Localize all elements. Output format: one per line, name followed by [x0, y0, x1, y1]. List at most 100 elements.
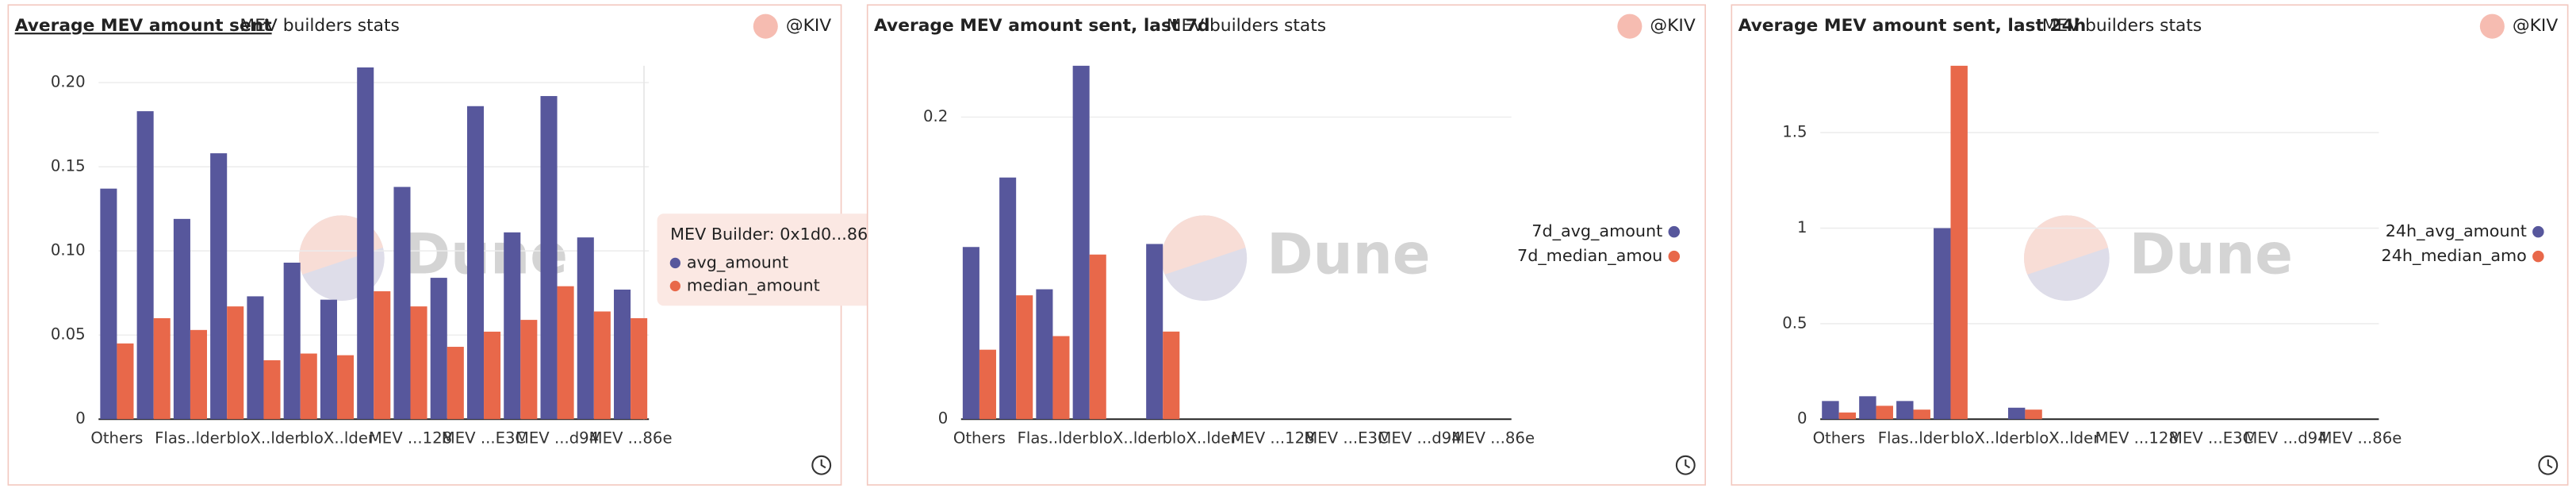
bar[interactable]: [136, 111, 154, 420]
bar[interactable]: [447, 347, 464, 420]
x-tick-label: Others: [1813, 429, 1865, 448]
logo-top: [2024, 215, 2110, 279]
bar[interactable]: [484, 331, 501, 420]
y-tick-label: 0.10: [51, 241, 86, 259]
bar[interactable]: [962, 247, 979, 420]
tooltip-title: MEV Builder: 0x1d0...86e: [670, 225, 878, 244]
legend-label[interactable]: 24h_avg_amount: [2386, 221, 2527, 241]
tooltip-label: median_amount: [687, 275, 820, 295]
y-tick-label: 0.05: [51, 325, 86, 344]
bar[interactable]: [227, 306, 244, 420]
bar[interactable]: [1838, 412, 1857, 420]
y-tick-label: 0: [938, 409, 949, 428]
bar[interactable]: [263, 359, 281, 420]
chart-title: Average MEV amount sent: [15, 16, 272, 36]
bar[interactable]: [247, 296, 264, 420]
clock-hands: [2547, 459, 2553, 469]
bar[interactable]: [540, 96, 558, 420]
bar[interactable]: [631, 317, 648, 420]
bar[interactable]: [357, 67, 374, 420]
author-name[interactable]: @KIV: [1650, 16, 1695, 36]
bar[interactable]: [557, 286, 574, 420]
legend-label[interactable]: 7d_median_amou: [1517, 246, 1662, 266]
bar[interactable]: [520, 320, 538, 420]
author-avatar: [1617, 13, 1643, 39]
legend-label[interactable]: 7d_avg_amount: [1531, 221, 1662, 241]
bar[interactable]: [190, 329, 207, 420]
bar[interactable]: [336, 355, 355, 420]
y-tick-label: 0.20: [51, 73, 86, 91]
bar[interactable]: [283, 262, 301, 420]
bar[interactable]: [1822, 401, 1839, 420]
clock-hands: [820, 459, 826, 469]
chart-subtitle: MEV builders stats: [240, 16, 399, 36]
y-tick-label: 0: [1797, 409, 1807, 428]
watermark-text: Dune: [1267, 222, 1430, 287]
bar[interactable]: [577, 237, 594, 420]
legend-dot: [1668, 225, 1681, 238]
bar[interactable]: [393, 186, 411, 420]
bar[interactable]: [1052, 336, 1070, 420]
logo-top: [1161, 215, 1248, 279]
bar[interactable]: [593, 311, 611, 420]
x-tick-label: bloX..lder: [1089, 429, 1164, 448]
x-tick-label: MEV ...128: [2095, 429, 2179, 448]
bar[interactable]: [614, 289, 631, 420]
watermark-text: Dune: [2129, 222, 2293, 287]
legend-dot: [2532, 225, 2544, 238]
author-name[interactable]: @KIV: [2513, 16, 2558, 36]
bar[interactable]: [1089, 254, 1106, 420]
bar[interactable]: [1934, 228, 1951, 420]
x-tick-label: Others: [953, 429, 1006, 448]
x-tick-label: MEV ...86e: [589, 429, 673, 448]
bar[interactable]: [374, 291, 391, 420]
bar[interactable]: [430, 278, 447, 420]
bar[interactable]: [300, 353, 317, 420]
bar[interactable]: [466, 106, 485, 420]
bar[interactable]: [1876, 406, 1893, 420]
bar[interactable]: [1036, 289, 1053, 420]
bar[interactable]: [2007, 407, 2026, 420]
x-tick-label: bloX..lder: [1950, 429, 2026, 448]
clock-icon: [2538, 455, 2559, 475]
bar[interactable]: [1146, 244, 1163, 420]
x-tick-label: MEV ...E3C: [1304, 429, 1388, 448]
x-tick-label: MEV ...86e: [2318, 429, 2402, 448]
bar[interactable]: [1072, 65, 1090, 420]
bar[interactable]: [1163, 331, 1180, 420]
bar[interactable]: [320, 299, 337, 420]
author-avatar: [2479, 13, 2505, 39]
x-tick-label: bloX..lder: [300, 429, 375, 448]
tooltip-dot: [669, 257, 680, 269]
y-tick-label: 0.15: [51, 157, 86, 175]
bar[interactable]: [210, 153, 228, 420]
bar[interactable]: [410, 306, 427, 420]
clock-icon: [811, 455, 832, 475]
bar[interactable]: [504, 232, 521, 420]
bar[interactable]: [100, 188, 117, 420]
bar[interactable]: [2025, 409, 2042, 420]
author-name[interactable]: @KIV: [786, 16, 831, 36]
x-tick-label: MEV ...d94: [2244, 429, 2327, 448]
bar[interactable]: [173, 218, 190, 420]
bar[interactable]: [979, 349, 996, 420]
bar[interactable]: [1913, 409, 1930, 420]
bar[interactable]: [117, 343, 134, 420]
x-tick-label: MEV ...d94: [516, 429, 599, 448]
bar[interactable]: [1896, 401, 1914, 420]
bar[interactable]: [999, 177, 1017, 420]
bar[interactable]: [1016, 295, 1033, 420]
tooltip-dot: [669, 280, 680, 292]
clock-hands: [1685, 459, 1690, 469]
bar[interactable]: [1950, 65, 1968, 420]
legend-dot: [2532, 250, 2544, 263]
bar[interactable]: [153, 317, 171, 420]
y-tick-label: 1.5: [1782, 123, 1807, 141]
chart-title: Average MEV amount sent, last 24h: [1738, 16, 2087, 36]
legend-dot: [1668, 250, 1681, 263]
legend-label[interactable]: 24h_median_amo: [2382, 246, 2527, 266]
x-tick-label: Flas..lder: [1878, 429, 1950, 448]
bar[interactable]: [1859, 396, 1876, 420]
